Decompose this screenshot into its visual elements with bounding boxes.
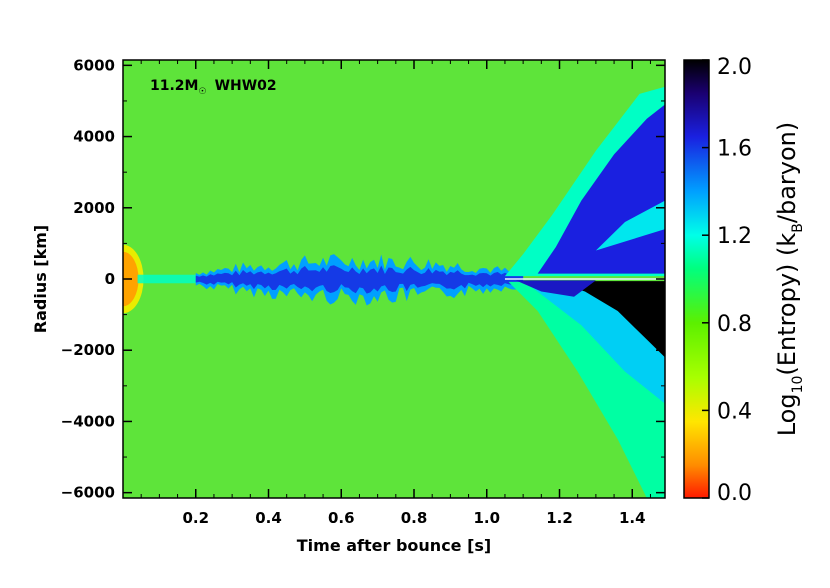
x-ticks: 0.2 0.4 0.6 0.8 1.0 1.2 1.4 bbox=[140, 60, 651, 527]
y-axis-title: Radius [km] bbox=[31, 225, 50, 333]
colorbar: 2.0 1.6 1.2 0.8 0.4 0.0 Log10(Entropy) (kB/ba… bbox=[683, 55, 806, 506]
x-tick-label: 1.4 bbox=[619, 509, 646, 527]
colorbar-ticks: 2.0 1.6 1.2 0.8 0.4 0.0 bbox=[702, 55, 752, 506]
y-tick-label: −6000 bbox=[61, 484, 115, 502]
colorbar-tick-label: 1.2 bbox=[717, 224, 752, 249]
model-annotation: 11.2M☉ WHW02 bbox=[150, 78, 277, 97]
colorbar-tick-label: 0.4 bbox=[717, 399, 752, 424]
colorbar-tick-label: 2.0 bbox=[717, 55, 752, 80]
x-tick-label: 1.0 bbox=[473, 509, 500, 527]
colorbar-title: Log10(Entropy) (kB/baryon) bbox=[773, 122, 806, 437]
heatmap-features bbox=[123, 86, 665, 498]
y-tick-label: −2000 bbox=[61, 341, 115, 359]
x-tick-label: 0.2 bbox=[182, 509, 209, 527]
x-tick-label: 0.8 bbox=[401, 509, 428, 527]
plot-area: 0.2 0.4 0.6 0.8 1.0 1.2 1.4 6000 4000 2000 0 −2000… bbox=[61, 56, 666, 527]
x-tick-label: 0.6 bbox=[328, 509, 355, 527]
colorbar-gradient bbox=[683, 59, 710, 499]
y-tick-label: 0 bbox=[105, 270, 115, 288]
colorbar-tick-label: 0.8 bbox=[717, 312, 752, 337]
y-tick-label: 4000 bbox=[73, 128, 115, 146]
colorbar-tick-label: 0.0 bbox=[717, 481, 752, 506]
y-tick-label: 2000 bbox=[73, 199, 115, 217]
y-tick-label: 6000 bbox=[73, 56, 115, 74]
y-tick-label: −4000 bbox=[61, 412, 115, 430]
upper-plume-streak bbox=[595, 200, 665, 251]
colorbar-tick-label: 1.6 bbox=[717, 137, 752, 162]
lower-plume-blue-edge bbox=[515, 280, 596, 297]
x-tick-label: 0.4 bbox=[255, 509, 282, 527]
equatorial-band-inner bbox=[195, 265, 524, 294]
y-ticks: 6000 4000 2000 0 −2000 −4000 −6000 bbox=[61, 56, 665, 502]
x-tick-label: 1.2 bbox=[546, 509, 573, 527]
lower-plume bbox=[552, 281, 665, 358]
x-axis-title: Time after bounce [s] bbox=[297, 536, 492, 555]
